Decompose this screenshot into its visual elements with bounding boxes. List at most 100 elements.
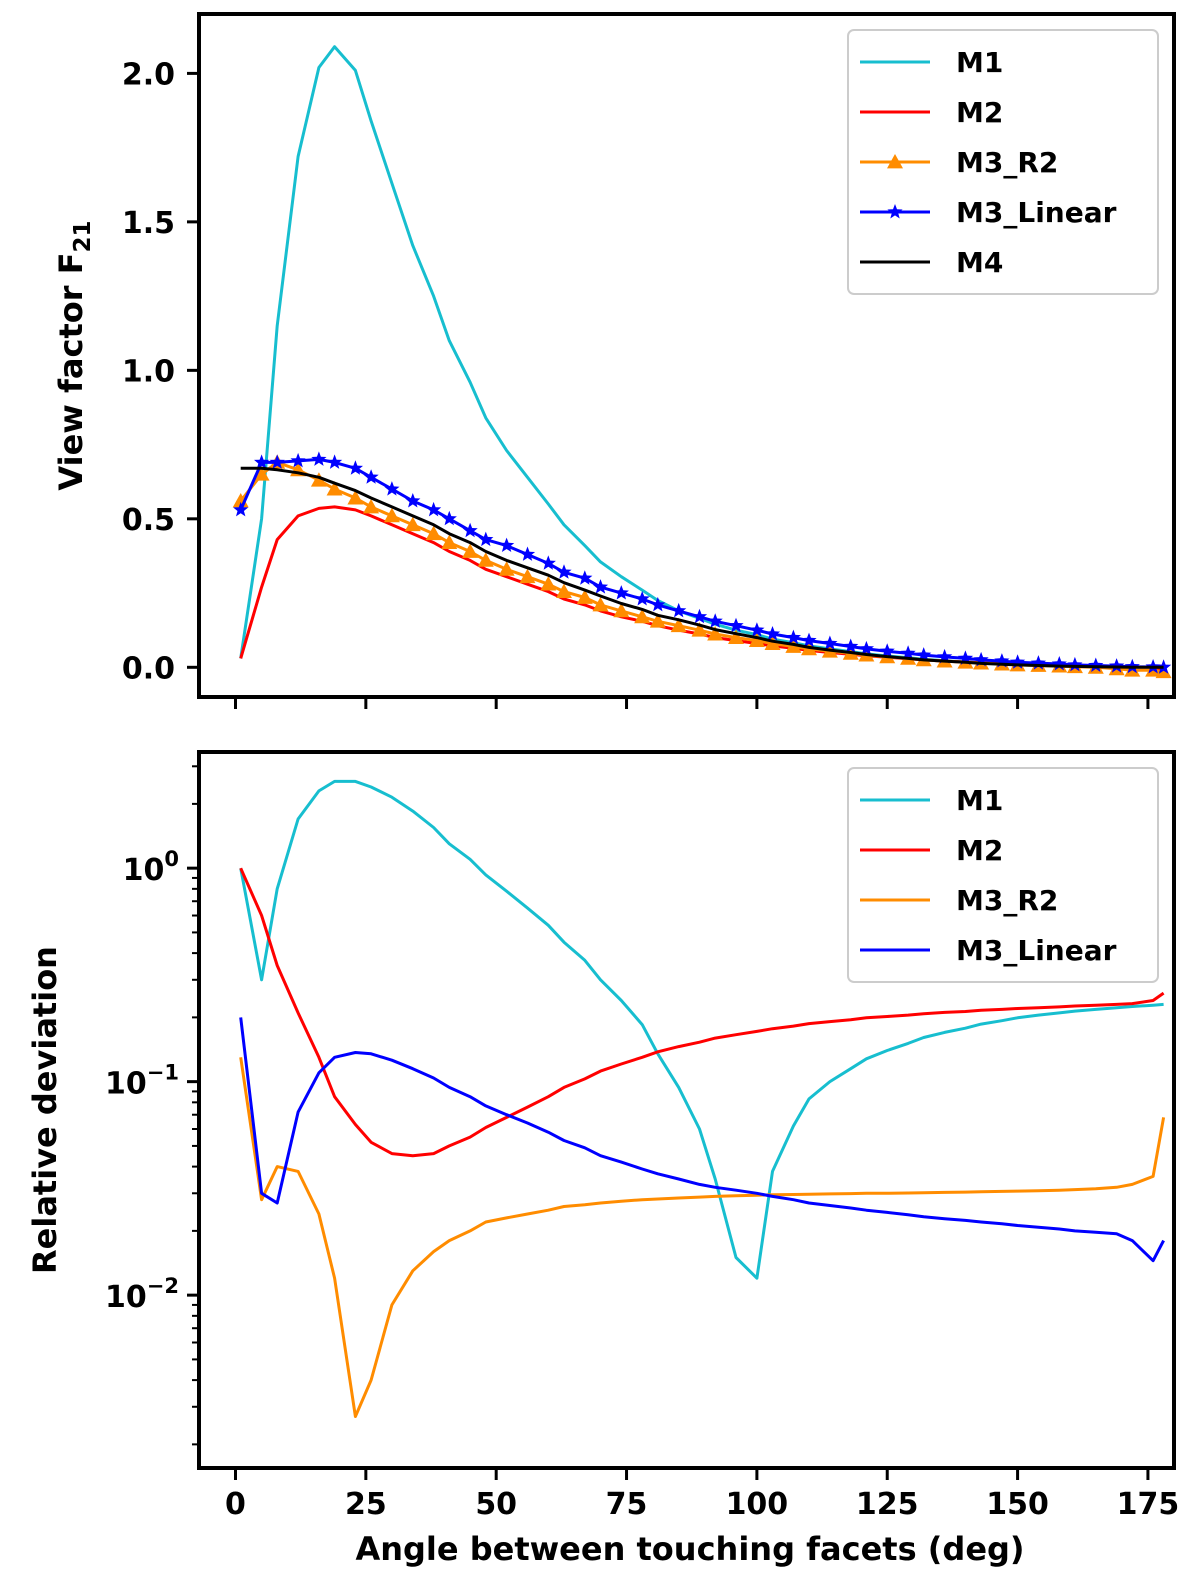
point-m3-linear [363,469,379,484]
x-tick-label-75: 75 [606,1487,648,1522]
legend-box [847,767,1159,983]
legend-label-m1: M1 [956,46,1003,79]
point-m3-r2 [310,472,327,487]
point-m3-linear [957,650,974,665]
series-line-m3-r2 [239,1057,1166,1418]
point-m3-r2 [592,596,609,612]
point-m3-linear [785,629,801,645]
point-m3-r2 [691,622,708,637]
legend-label-m3-r2: M3_R2 [956,146,1058,179]
point-m3-linear [1067,656,1083,672]
y-axis-label-1: Relative deviation [26,946,64,1274]
legend-label-m3-linear: M3_Linear [956,196,1117,229]
y-tick-label-1-5: 1.5 [122,206,175,241]
point-m3-linear [671,602,687,618]
point-m3-linear [347,460,363,475]
point-m3-linear [1088,657,1104,672]
legend-label-m2: M2 [956,96,1003,129]
point-m3-linear [613,585,629,600]
point-m3-linear [426,501,442,517]
point-m3-linear [311,451,327,466]
x-tick-label-150: 150 [986,1487,1049,1522]
legend-label-m1: M1 [956,784,1003,817]
series-line-m3-r2 [239,460,1164,674]
point-m3-linear [1051,656,1067,671]
y-tick-label--1: 10−1 [105,1061,179,1102]
series-line-m2 [239,505,1165,672]
point-m3-r2 [462,543,479,558]
legend-marker-m3-linear [887,204,903,219]
point-m3-linear [916,647,932,662]
point-m3-r2 [404,516,421,532]
x-axis-label: Angle between touching facets (deg) [355,1530,1024,1568]
point-m3-r2 [326,481,343,496]
point-m3-r2 [576,589,593,604]
point-m3-r2 [477,552,494,567]
series-line-m2 [239,867,1165,1158]
y-tick-label-0-5: 0.5 [122,503,175,538]
point-m3-linear [290,452,306,468]
x-tick-label-100: 100 [726,1487,789,1522]
point-m3-linear [822,635,838,650]
series-line-m4 [240,466,1164,669]
plot-frame-1 [197,750,1176,1470]
point-m3-linear [879,643,895,658]
point-m3-linear [858,640,874,656]
y-axis-label-0: View factor F21 [52,220,96,490]
point-m3-linear [707,613,723,628]
point-m3-linear [1030,655,1046,670]
point-m3-r2 [670,617,687,633]
y-tick-label-1-0: 1.0 [122,354,175,389]
legend-marker-m3-r2 [887,154,903,169]
point-m3-r2 [748,632,765,647]
point-m3-linear [937,648,953,664]
point-m3-linear [973,651,989,667]
point-m3-r2 [519,568,536,584]
point-m3-linear [556,564,572,579]
point-m3-linear [634,591,650,606]
y-tick-label--2: 10−2 [105,1274,179,1315]
point-m3-linear [1010,654,1026,669]
point-m3-linear [405,493,421,508]
point-m3-r2 [347,490,364,505]
point-m3-r2 [540,576,557,591]
point-m3-linear [478,531,494,547]
series-line-m3-linear [239,1017,1165,1263]
point-m3-r2 [425,525,442,541]
legend-label-m3-r2: M3_R2 [956,884,1058,917]
legend-label-m4: M4 [956,246,1003,279]
point-m3-linear [592,579,609,594]
point-m3-r2 [555,583,572,598]
legend-label-m3-linear: M3_Linear [956,934,1117,967]
point-m3-linear [254,454,270,469]
point-m3-r2 [764,635,781,650]
legend-0: M1 M2 M3_R2 M3_Linear M4 [847,29,1159,295]
point-m3-linear [233,501,249,517]
point-m3-linear [764,626,781,641]
plot-frame-0 [197,12,1176,699]
point-m3-r2 [1155,663,1172,679]
y-tick-label-0-0: 0.0 [122,651,175,686]
point-m3-r2 [441,534,458,549]
point-m3-linear [577,570,593,585]
legend-box [847,29,1159,295]
point-m3-r2 [253,466,270,481]
point-m3-linear [749,622,765,637]
point-m3-linear [499,537,515,552]
point-m3-r2 [383,507,400,523]
legend-1: M1 M2 M3_R2 M3_Linear [847,767,1159,983]
point-m3-r2 [613,602,630,618]
x-tick-label-25: 25 [345,1487,387,1522]
x-tick-label-175: 175 [1117,1487,1180,1522]
point-m3-linear [994,653,1010,668]
point-m3-linear [728,617,744,633]
y-tick-label-0: 100 [123,847,179,888]
point-m3-linear [801,632,817,648]
point-m3-linear [462,522,478,538]
point-m3-linear [519,546,536,561]
point-m3-r2 [649,613,666,628]
point-m3-linear [269,454,285,469]
point-m3-r2 [498,561,515,576]
point-m3-linear [384,481,400,496]
